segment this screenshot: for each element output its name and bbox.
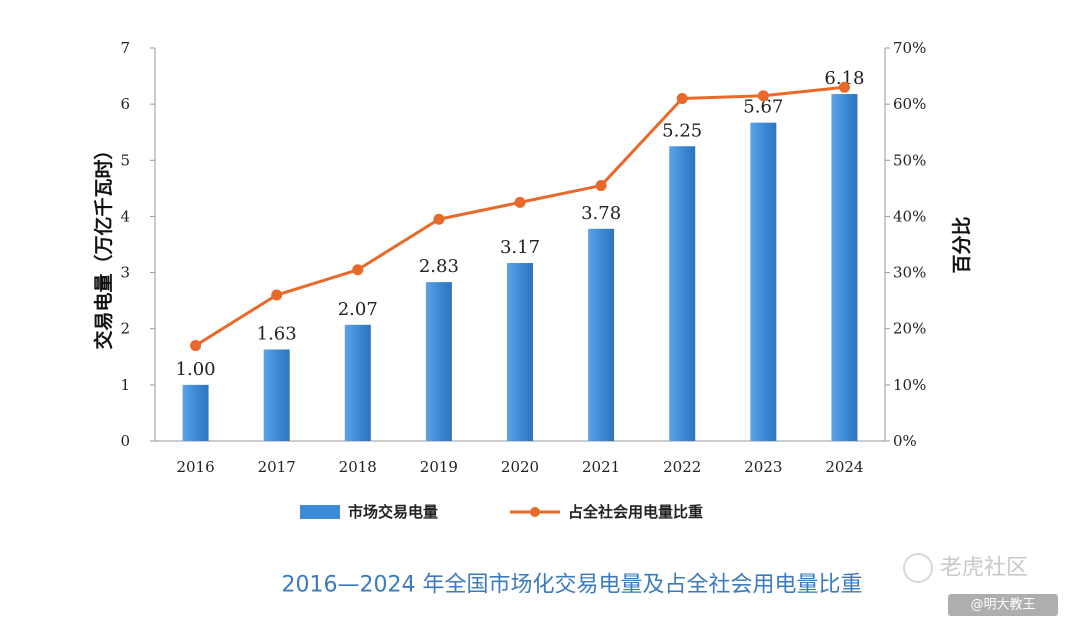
- line-point: [352, 264, 364, 276]
- watermark-logo-icon: [903, 553, 933, 583]
- left-tick-label: 6: [120, 95, 130, 113]
- bar: [669, 146, 696, 441]
- legend-bar-swatch: [300, 505, 340, 519]
- right-tick-label: 30%: [893, 264, 926, 282]
- bar-data-label: 6.18: [824, 68, 864, 89]
- x-tick-label: 2024: [825, 458, 863, 476]
- line-point: [838, 81, 850, 93]
- bar: [588, 228, 615, 441]
- bars: [182, 94, 858, 442]
- legend-bar-label: 市场交易电量: [348, 503, 438, 521]
- x-tick-label: 2020: [501, 458, 539, 476]
- line-point: [190, 340, 202, 352]
- right-tick-label: 40%: [893, 207, 926, 225]
- x-ticks: 2016 2017 2018 2019 2020 2021 2022 2023 2024: [176, 458, 863, 476]
- x-tick-label: 2019: [420, 458, 458, 476]
- right-tick-label: 50%: [893, 151, 926, 169]
- bar: [182, 384, 209, 441]
- left-tick-label: 7: [120, 39, 130, 57]
- left-tick-label: 3: [120, 264, 130, 282]
- right-ticks: 0% 10% 20% 30% 40% 50% 60% 70%: [885, 39, 926, 450]
- chart-title: 2016—2024 年全国市场化交易电量及占全社会用电量比重: [282, 573, 863, 598]
- x-tick-label: 2021: [582, 458, 620, 476]
- right-tick-label: 0%: [893, 432, 917, 450]
- watermark-sub: @明大教王: [970, 597, 1035, 613]
- line-point: [676, 93, 688, 105]
- bar-data-label: 3.78: [581, 203, 621, 224]
- bar-data-label: 2.07: [338, 299, 378, 320]
- bar: [507, 263, 533, 441]
- left-tick-label: 0: [120, 432, 130, 450]
- bar: [263, 349, 290, 441]
- bar-labels: 1.00 1.63 2.07 2.83 3.17 3.78 5.25 5.67 6.18: [176, 68, 865, 380]
- bar-data-label: 1.00: [176, 359, 216, 380]
- left-ticks: 0 1 2 3 4 5 6 7: [120, 39, 155, 450]
- x-tick-label: 2018: [339, 458, 377, 476]
- x-tick-label: 2023: [744, 458, 782, 476]
- line-point: [757, 90, 769, 102]
- line-point: [433, 213, 445, 225]
- bar: [831, 94, 858, 441]
- bar-data-label: 1.63: [257, 323, 297, 344]
- line-point: [271, 289, 283, 301]
- y2-axis-title: 百分比: [951, 216, 973, 273]
- legend-line-marker: [530, 507, 540, 517]
- line-point: [595, 180, 607, 192]
- left-tick-label: 5: [120, 151, 130, 169]
- legend: 市场交易电量 占全社会用电量比重: [300, 503, 703, 521]
- left-tick-label: 4: [120, 207, 130, 225]
- right-tick-label: 60%: [893, 95, 926, 113]
- right-tick-label: 20%: [893, 320, 926, 338]
- x-tick-label: 2017: [258, 458, 296, 476]
- bar-data-label: 5.25: [662, 120, 702, 141]
- line-series: [190, 81, 850, 352]
- left-tick-label: 2: [120, 320, 130, 338]
- y-axis-title: 交易电量（万亿千瓦时）: [92, 140, 115, 349]
- bar: [425, 282, 452, 441]
- bar-data-label: 2.83: [419, 256, 459, 277]
- bar-data-label: 3.17: [500, 237, 540, 258]
- bar: [750, 122, 777, 442]
- left-tick-label: 1: [120, 376, 130, 394]
- x-tick-label: 2016: [176, 458, 214, 476]
- x-tick-label: 2022: [663, 458, 701, 476]
- bar: [344, 324, 371, 441]
- watermark-main: 老虎社区: [940, 556, 1028, 581]
- legend-line-label: 占全社会用电量比重: [568, 503, 703, 521]
- right-tick-label: 10%: [893, 376, 926, 394]
- right-tick-label: 70%: [893, 39, 926, 57]
- watermark: 老虎社区 @明大教王: [903, 553, 1058, 616]
- watermark-sub-bg: [948, 594, 1058, 616]
- line-point: [514, 196, 526, 208]
- bar-data-label: 5.67: [743, 97, 783, 118]
